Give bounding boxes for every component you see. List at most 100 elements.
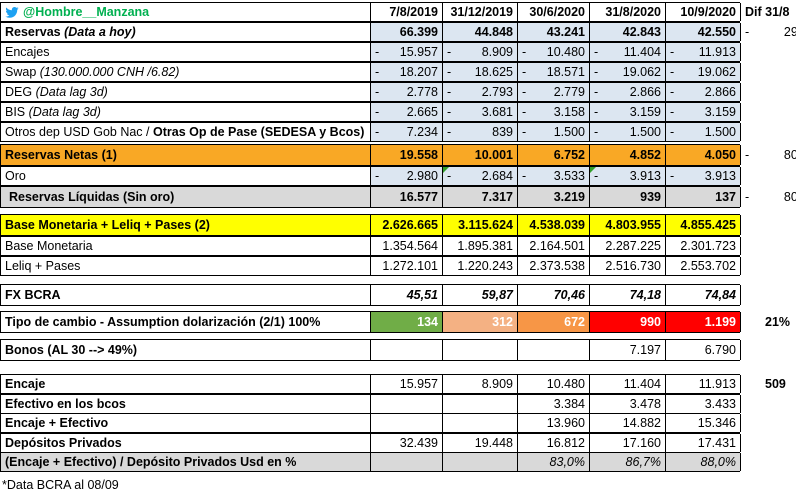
component-row: Encajes -15.957-8.909-10.480-11.404-11.9… — [0, 42, 741, 62]
component-row: DEG (Data lag 3d) -2.778-2.793-2.779-2.86… — [0, 82, 741, 102]
component-value: -3.681 — [443, 103, 518, 121]
component-row: Otros dep USD Gob Nac / Otras Op de Pase… — [0, 122, 741, 142]
footnote: *Data BCRA al 08/09 — [2, 478, 119, 492]
liquidas-value: 137 — [666, 187, 741, 207]
bottom-value — [371, 394, 443, 413]
component-value: -19.062 — [590, 63, 666, 81]
component-value: -10.480 — [518, 43, 590, 61]
fx-value: 70,46 — [518, 285, 590, 305]
cell-comment-marker — [443, 167, 449, 173]
liquidas-value: 939 — [590, 187, 666, 207]
fx-value: 59,87 — [443, 285, 518, 305]
component-value: -2.793 — [443, 83, 518, 101]
component-value: -2.665 — [371, 103, 443, 121]
base-total-value: 2.626.665 — [371, 215, 443, 235]
tipo-cambio-value: 672 — [518, 312, 590, 332]
base-total-value: 4.855.425 — [666, 215, 741, 235]
date-col-5: 10/9/2020 — [666, 3, 741, 21]
bottom-value: 86,7% — [590, 453, 666, 471]
tipo-cambio-dif: 21% — [765, 315, 791, 329]
component-value: -7.234 — [371, 123, 443, 141]
date-col-4: 31/8/2020 — [590, 3, 666, 21]
component-label: Otros dep USD Gob Nac / Otras Op de Pase… — [1, 123, 371, 141]
reservas-netas-label: Reservas Netas (1) — [1, 145, 371, 165]
component-value: -1.500 — [666, 123, 741, 141]
component-label: BIS (Data lag 3d) — [1, 103, 371, 121]
component-value: -18.571 — [518, 63, 590, 81]
leliq-pases-value: 2.553.702 — [666, 257, 741, 275]
oro-value: -2.980 — [371, 167, 443, 185]
dif-header: Dif 31/8 — [745, 5, 790, 19]
base-monetaria-row: Base Monetaria 1.354.564 1.895.381 2.164… — [0, 236, 741, 256]
netas-value: 10.001 — [443, 145, 518, 165]
bottom-row: Efectivo en los bcos 3.384 3.478 3.433 — [0, 393, 741, 414]
base-total-value: 3.115.624 — [443, 215, 518, 235]
bottom-row: Encaje 15.957 8.909 10.480 11.404 11.913 — [0, 374, 741, 394]
bonos-value — [371, 340, 443, 360]
bottom-value: 17.431 — [666, 433, 741, 452]
component-value: -2.778 — [371, 83, 443, 101]
bottom-value: 15.957 — [371, 375, 443, 393]
fx-value: 45,51 — [371, 285, 443, 305]
component-value: -2.866 — [590, 83, 666, 101]
bottom-row: Encaje + Efectivo 13.960 14.882 15.346 — [0, 413, 741, 433]
component-value: -2.779 — [518, 83, 590, 101]
bonos-value — [443, 340, 518, 360]
date-col-1: 7/8/2019 — [371, 3, 443, 21]
leliq-pases-value: 2.516.730 — [590, 257, 666, 275]
component-value: -18.207 — [371, 63, 443, 81]
component-label: DEG (Data lag 3d) — [1, 83, 371, 101]
component-value: -18.625 — [443, 63, 518, 81]
handle-text: @Hombre__Manzana — [23, 5, 150, 19]
oro-row: Oro -2.980 -2.684 -3.533 -3.913 -3.913 — [0, 166, 741, 186]
liquidas-value: 3.219 — [518, 187, 590, 207]
component-value: -11.913 — [666, 43, 741, 61]
component-value: -19.062 — [666, 63, 741, 81]
oro-value: -2.684 — [443, 167, 518, 185]
component-value: -3.158 — [518, 103, 590, 121]
component-value: -1.500 — [590, 123, 666, 141]
bonos-value: 6.790 — [666, 340, 741, 360]
tipo-cambio-value: 134 — [371, 312, 443, 332]
base-total-row: Base Monetaria + Leliq + Pases (2) 2.626… — [0, 214, 741, 236]
oro-value: -3.913 — [590, 167, 666, 185]
date-col-3: 30/6/2020 — [518, 3, 590, 21]
cell-comment-marker — [590, 167, 596, 173]
bottom-value: 3.384 — [518, 394, 590, 413]
component-value: -11.404 — [590, 43, 666, 61]
tipo-cambio-value: 312 — [443, 312, 518, 332]
netas-value: 4.852 — [590, 145, 666, 165]
reservas-value: 66.399 — [371, 23, 443, 41]
reservas-value: 42.843 — [590, 23, 666, 41]
reservas-liquidas-row: Reservas Líquidas (Sin oro) 16.577 7.317… — [0, 186, 741, 208]
reservas-netas-row: Reservas Netas (1) 19.558 10.001 6.752 4… — [0, 144, 741, 166]
leliq-pases-row: Leliq + Pases 1.272.101 1.220.243 2.373.… — [0, 256, 741, 276]
bottom-row: (Encaje + Efectivo) / Depósito Privados … — [0, 452, 741, 472]
leliq-pases-value: 2.373.538 — [518, 257, 590, 275]
bottom-value: 17.160 — [590, 433, 666, 452]
bottom-label: Depósitos Privados — [1, 433, 371, 452]
bottom-value: 15.346 — [666, 414, 741, 432]
reservas-liquidas-label: Reservas Líquidas (Sin oro) — [1, 187, 371, 207]
base-total-value: 4.538.039 — [518, 215, 590, 235]
oro-value: -3.913 — [666, 167, 741, 185]
reservas-value: 44.848 — [443, 23, 518, 41]
header-row: @Hombre__Manzana 7/8/2019 31/12/2019 30/… — [0, 2, 741, 22]
fx-value: 74,18 — [590, 285, 666, 305]
bonos-value — [518, 340, 590, 360]
liquidas-dif: - 802 — [745, 190, 796, 204]
liquidas-value: 7.317 — [443, 187, 518, 207]
liquidas-value: 16.577 — [371, 187, 443, 207]
component-value: -15.957 — [371, 43, 443, 61]
netas-value: 4.050 — [666, 145, 741, 165]
leliq-pases-value: 1.220.243 — [443, 257, 518, 275]
bottom-value: 3.478 — [590, 394, 666, 413]
fx-label: FX BCRA — [1, 285, 371, 305]
netas-value: 6.752 — [518, 145, 590, 165]
bottom-value: 11.404 — [590, 375, 666, 393]
bottom-value: 13.960 — [518, 414, 590, 432]
netas-value: 19.558 — [371, 145, 443, 165]
component-value: -2.866 — [666, 83, 741, 101]
bonos-value: 7.197 — [590, 340, 666, 360]
component-value: -3.159 — [666, 103, 741, 121]
